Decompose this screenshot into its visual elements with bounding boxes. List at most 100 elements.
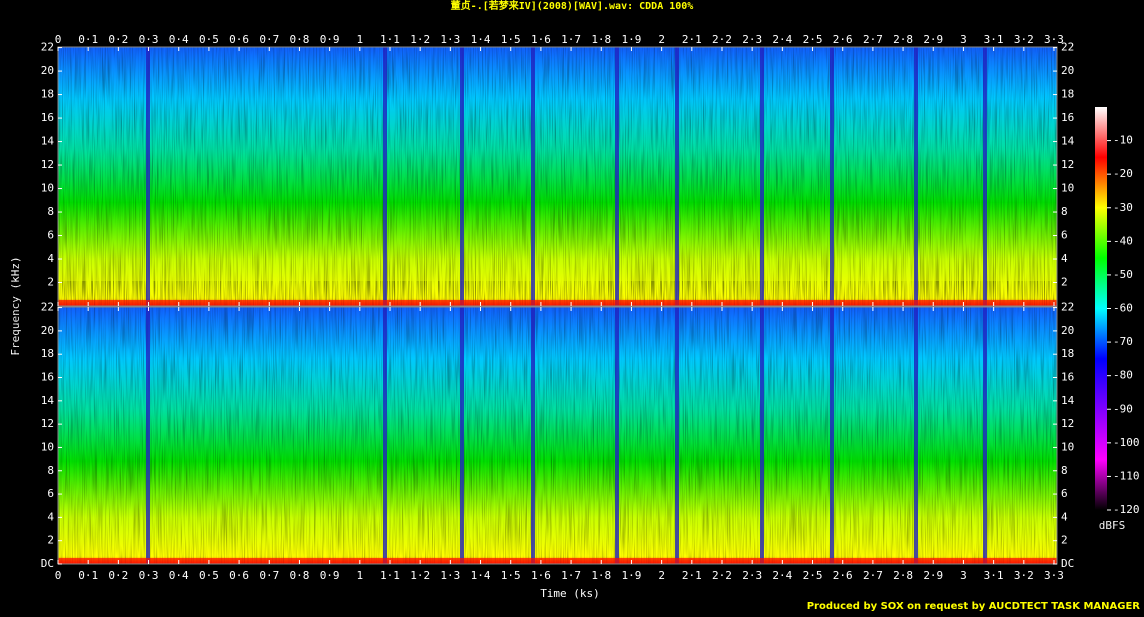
y-tick-label: DC [1061, 557, 1074, 570]
x-tick-label: 1·9 [622, 569, 642, 582]
chart-title: 董贞-.[若梦来IV](2008)[WAV].wav: CDDA 100% [451, 0, 694, 12]
colorbar-tick-label: -10 [1113, 134, 1133, 147]
x-tick-label: 3·2 [1014, 33, 1034, 46]
track-gap [383, 307, 387, 564]
x-tick-label: 2·1 [682, 33, 702, 46]
y-tick-label: 20 [41, 324, 54, 337]
y-tick-label: 16 [41, 371, 54, 384]
x-tick-label: 2 [658, 33, 665, 46]
y-tick-label: 6 [47, 487, 54, 500]
colorbar-tick-label: -90 [1113, 402, 1133, 415]
colorbar-tick-label: -60 [1113, 302, 1133, 315]
channel-2-texture [58, 307, 1057, 564]
track-gap [460, 307, 464, 564]
y-tick-label: 18 [1061, 88, 1074, 101]
x-tick-label: 1·6 [531, 569, 551, 582]
y-tick-label: 14 [1061, 394, 1075, 407]
y-tick-label: 22 [41, 41, 54, 54]
x-tick-label: 0·8 [290, 33, 310, 46]
track-gap [830, 307, 834, 564]
y-tick-label: 18 [41, 88, 54, 101]
y-tick-label: 10 [1061, 440, 1074, 453]
x-tick-label: 0·9 [320, 33, 340, 46]
x-tick-label: 1·4 [471, 569, 491, 582]
track-gap [531, 307, 535, 564]
x-tick-label: 0·8 [290, 569, 310, 582]
x-axis-label: Time (ks) [540, 587, 600, 600]
x-tick-label: 2·8 [893, 33, 913, 46]
colorbar-tick-label: -100 [1113, 436, 1140, 449]
colorbar-tick-label: -120 [1113, 503, 1140, 516]
x-tick-label: 1·7 [561, 569, 581, 582]
y-tick-label: 6 [47, 229, 54, 242]
track-gap [146, 47, 150, 306]
track-gap [146, 307, 150, 564]
y-tick-label: 22 [1061, 41, 1074, 54]
y-tick-label: 4 [47, 252, 54, 265]
x-tick-label: 0·2 [108, 33, 128, 46]
y-tick-label: 4 [1061, 510, 1068, 523]
footer: Produced by SOX on request by AUCDTECT T… [807, 601, 1141, 612]
x-tick-label: 1·6 [531, 33, 551, 46]
x-tick-label: 1·4 [471, 33, 491, 46]
x-tick-label: 0 [55, 569, 62, 582]
track-gap [914, 47, 918, 306]
x-tick-label: 0·9 [320, 569, 340, 582]
track-gap [615, 47, 619, 306]
colorbar-label: dBFS [1099, 519, 1126, 532]
y-tick-label: 10 [1061, 182, 1074, 195]
track-gap [675, 307, 679, 564]
y-tick-label: 12 [1061, 158, 1074, 171]
track-gap [760, 47, 764, 306]
x-tick-label: 0·5 [199, 569, 219, 582]
track-gap [983, 307, 987, 564]
x-tick-label: 2·5 [803, 33, 823, 46]
spectrogram-panels [57, 46, 1058, 565]
colorbar-tick-label: -80 [1113, 369, 1133, 382]
x-tick-label: 2·4 [772, 569, 792, 582]
x-tick-label: 0·5 [199, 33, 219, 46]
x-tick-label: 0·7 [259, 33, 279, 46]
y-tick-label: 4 [1061, 252, 1068, 265]
y-tick-label: 14 [41, 394, 55, 407]
x-tick-label: 2·9 [923, 569, 943, 582]
x-tick-label: 2 [658, 569, 665, 582]
y-tick-label: 22 [41, 301, 54, 314]
x-tick-label: 0·3 [139, 33, 159, 46]
colorbar-tick-label: -110 [1113, 469, 1140, 482]
x-tick-label: 1 [357, 569, 364, 582]
y-tick-label: 2 [47, 534, 54, 547]
y-tick-label: 10 [41, 440, 54, 453]
x-tick-label: 0·6 [229, 33, 249, 46]
x-tick-label: 1·2 [410, 569, 430, 582]
x-tick-label: 1·8 [591, 569, 611, 582]
x-tick-label: 2·6 [833, 569, 853, 582]
panel-frame [57, 306, 1058, 565]
x-tick-label: 2·2 [712, 33, 732, 46]
x-tick-label: 1·3 [440, 33, 460, 46]
x-tick-label: 3·1 [984, 33, 1004, 46]
track-gap [675, 47, 679, 306]
x-tick-label: 3 [960, 33, 967, 46]
x-tick-label: 2·6 [833, 33, 853, 46]
x-tick-label: 0·6 [229, 569, 249, 582]
y-tick-label: 14 [41, 135, 55, 148]
x-tick-label: 2·8 [893, 569, 913, 582]
x-tick-label: 0·4 [169, 569, 189, 582]
track-gap [460, 47, 464, 306]
x-tick-label: 2·9 [923, 33, 943, 46]
y-tick-label: DC [41, 557, 54, 570]
panel-frame [57, 46, 1058, 307]
y-tick-label: 6 [1061, 487, 1068, 500]
colorbar-tick-label: -50 [1113, 268, 1133, 281]
x-tick-label: 3·3 [1044, 33, 1064, 46]
track-gap [531, 47, 535, 306]
low-band [58, 558, 1057, 564]
x-tick-label: 1·7 [561, 33, 581, 46]
y-tick-label: 2 [47, 276, 54, 289]
x-tick-label: 2·5 [803, 569, 823, 582]
x-tick-label: 1·1 [380, 569, 400, 582]
y-tick-label: 6 [1061, 229, 1068, 242]
x-tick-label: 0·4 [169, 33, 189, 46]
